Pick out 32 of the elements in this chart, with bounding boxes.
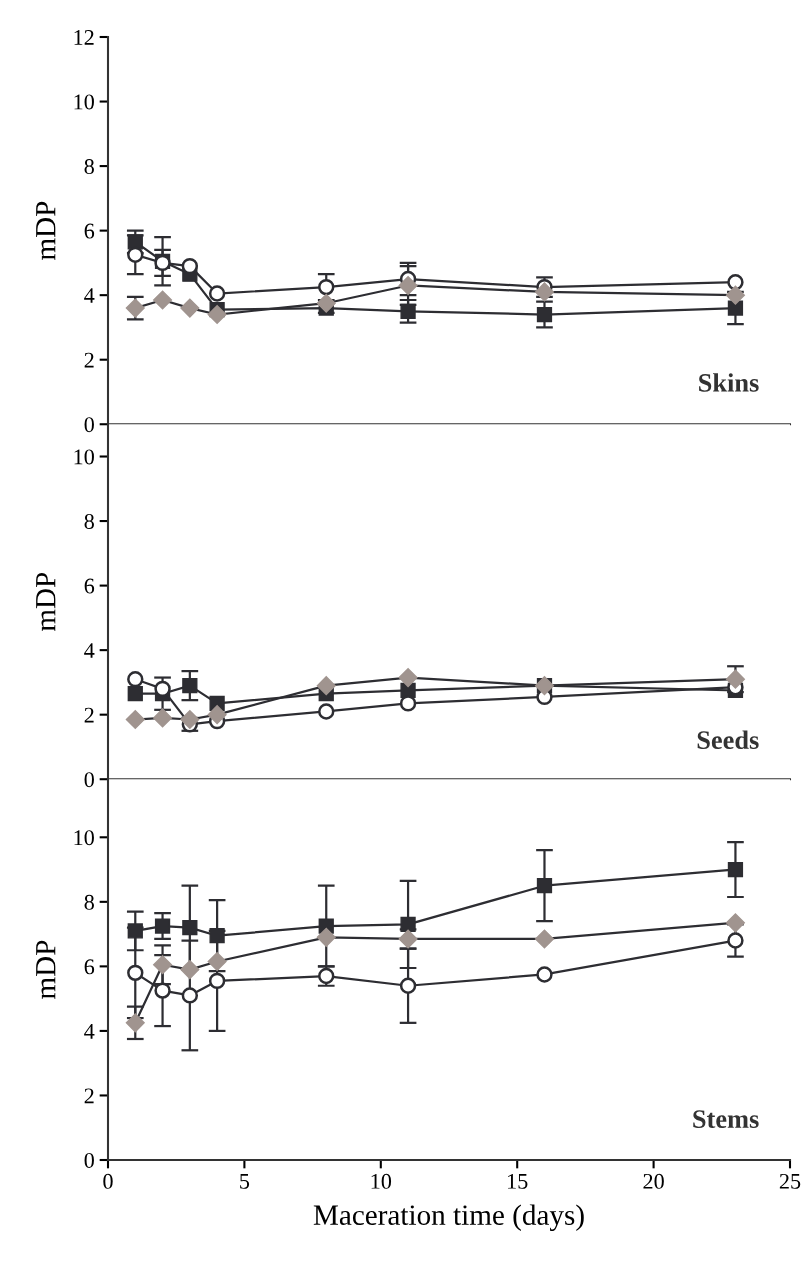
y-tick-label: 6 xyxy=(84,959,95,975)
annotation: Seeds xyxy=(697,730,759,749)
x-tick-label: 15 xyxy=(508,1173,528,1189)
y-tick-label: 10 xyxy=(74,94,94,110)
y-tick-label: 0 xyxy=(84,1152,94,1168)
x-tick-label: 20 xyxy=(643,1173,664,1189)
x-tick-label: 10 xyxy=(371,1173,392,1189)
y-tick-label: 6 xyxy=(84,223,95,239)
y-tick-label: 4 xyxy=(84,288,95,303)
y-tick-label: 2 xyxy=(84,1088,94,1104)
y-axis-title: mDP xyxy=(36,940,56,999)
y-tick-label: 10 xyxy=(74,449,94,465)
x-axis-title: Maceration time (days) xyxy=(313,1204,584,1231)
x-tick-label: 25 xyxy=(779,1173,801,1189)
y-tick-label: 0 xyxy=(84,417,94,433)
y-tick-label: 6 xyxy=(84,578,95,594)
y-tick-label: 12 xyxy=(74,29,94,45)
y-axis-title: mDP xyxy=(36,572,56,632)
y-tick-label: 0 xyxy=(84,772,94,788)
y-tick-label: 4 xyxy=(84,1024,95,1039)
annotation: Skins xyxy=(699,373,759,392)
y-axis-title: mDP xyxy=(36,201,56,260)
y-tick-label: 2 xyxy=(84,707,94,723)
y-tick-label: 8 xyxy=(84,513,94,529)
x-tick-label: 5 xyxy=(240,1174,250,1189)
y-tick-label: 4 xyxy=(84,643,95,658)
y-tick-label: 10 xyxy=(74,830,94,846)
annotation: Stems xyxy=(693,1110,759,1128)
y-tick-label: 8 xyxy=(84,894,94,910)
x-tick-label: 0 xyxy=(103,1173,113,1189)
y-tick-label: 8 xyxy=(84,159,94,175)
y-tick-label: 2 xyxy=(84,352,94,368)
